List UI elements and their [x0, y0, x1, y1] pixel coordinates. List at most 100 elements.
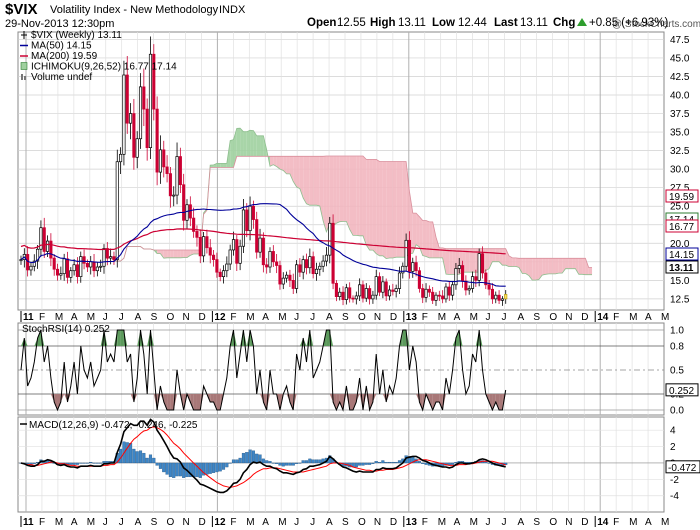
candle-body [59, 273, 63, 276]
x-tick-label: A [71, 517, 78, 528]
ichimoku-cloud-segment [369, 159, 373, 251]
macd-histogram-bar [89, 461, 93, 464]
moving-averages [20, 203, 506, 287]
ichimoku-cloud-segment [452, 248, 456, 275]
macd-histogram-bar [354, 462, 358, 468]
macd-histogram-bar [268, 461, 272, 464]
macd-histogram-bar [125, 442, 129, 464]
ichimoku-cloud-segment [160, 249, 164, 259]
price-y-tick: 32.5 [670, 146, 690, 157]
price-y-tick: 35.0 [670, 128, 690, 139]
stochrsi-oversold-fill [289, 394, 294, 410]
candle-body [55, 268, 60, 276]
candle-body [451, 284, 455, 296]
ichimoku-cloud-segment [230, 139, 234, 168]
x-tick-label: M [87, 517, 95, 528]
candle-body [301, 259, 305, 273]
candle-body [311, 256, 315, 275]
candle-body [29, 265, 33, 271]
candle-body [338, 291, 342, 298]
candle-body [441, 295, 445, 300]
candle-body [268, 251, 272, 268]
macd-histogram-bar [318, 459, 322, 464]
candle-body [467, 288, 471, 291]
stochrsi-oversold-fill [339, 394, 344, 410]
x-tick-label: J [310, 517, 315, 528]
macd-histogram-bar [168, 462, 172, 478]
x-tick-label: S [151, 517, 158, 528]
macd-histogram-bar [225, 462, 229, 468]
stochrsi-oversold-fill [419, 394, 423, 410]
x-tick-label: D [198, 517, 205, 528]
x-tick-label: N [183, 312, 190, 323]
quote-chg-label: Chg [553, 17, 575, 29]
ichimoku-cloud-segment [545, 258, 549, 275]
stochrsi-oversold-fill [210, 394, 214, 402]
macd-histogram-bar [85, 462, 89, 464]
candle-body [231, 239, 236, 251]
candle-body [321, 260, 325, 267]
candle-body [152, 53, 156, 110]
candle-body [417, 270, 421, 289]
price-y-tick: 20.0 [670, 239, 690, 250]
symbol: $VIX [5, 1, 38, 18]
macd-histogram-bar [245, 452, 249, 464]
candle-body [275, 261, 279, 266]
stochrsi-oversold-fill [429, 394, 433, 410]
macd-histogram-bar [265, 460, 269, 464]
ichimoku-cloud-segment [283, 156, 287, 174]
ichimoku-cloud-segment [552, 258, 556, 274]
ichimoku-cloud-segment [336, 155, 340, 224]
up-arrow-icon [577, 18, 587, 26]
quote-low-value: 12.44 [458, 17, 487, 29]
candle-body [411, 262, 415, 272]
ichimoku-cloud-segment [382, 161, 387, 259]
x-tick-label: J [294, 312, 299, 323]
macd-histogram-bar [451, 462, 455, 465]
macd-histogram-bar [371, 462, 375, 464]
x-tick-label: M [246, 517, 254, 528]
candle-body [202, 236, 206, 257]
macd-y-tick: 2 [670, 442, 676, 453]
x-tick-label: D [198, 312, 205, 323]
candle-body [109, 256, 113, 259]
ichimoku-cloud-segment [426, 220, 430, 258]
candle-body [328, 222, 332, 256]
macd-histogram-bar [487, 462, 491, 464]
x-tick-label: J [486, 517, 491, 528]
stochrsi-oversold-fill [196, 394, 201, 410]
x-tick-label: N [183, 517, 190, 528]
candle-body [387, 289, 392, 297]
stochrsi-oversold-fill [333, 394, 337, 410]
ichimoku-cloud-segment [276, 156, 280, 170]
candle-body [384, 281, 388, 297]
ichimoku-cloud-segment [449, 248, 453, 275]
macd-histogram-bar [129, 443, 133, 464]
x-tick-label: J [103, 312, 108, 323]
candle-body [424, 288, 428, 298]
candle-body [248, 205, 252, 232]
macd-histogram-bar [261, 458, 265, 464]
macd-histogram-bar [271, 462, 275, 464]
stochrsi-title: StochRSI(14) 0.252 [22, 324, 110, 335]
ichimoku-cloud-segment [495, 248, 500, 262]
ichimoku-cloud-segment [472, 248, 476, 273]
x-tick-label: 14 [597, 517, 609, 528]
x-tick-label: M [661, 517, 669, 528]
quote-open-label: Open [307, 17, 336, 29]
candle-body [391, 289, 395, 292]
candle-body [314, 268, 319, 275]
price-y-tick: 27.5 [670, 183, 690, 194]
candle-body [490, 288, 494, 300]
macd-histogram-bar [387, 461, 392, 464]
ichimoku-cloud-segment [555, 258, 559, 274]
ichimoku-cloud-segment [429, 221, 433, 258]
macd-histogram-bar [205, 462, 209, 475]
x-tick-label: A [326, 312, 333, 323]
ichimoku-cloud-segment [286, 156, 290, 174]
ichimoku-cloud-segment [170, 249, 174, 258]
x-tick-label: J [310, 312, 315, 323]
ichimoku-cloud-segment [485, 248, 490, 271]
x-tick-label: M [87, 312, 95, 323]
